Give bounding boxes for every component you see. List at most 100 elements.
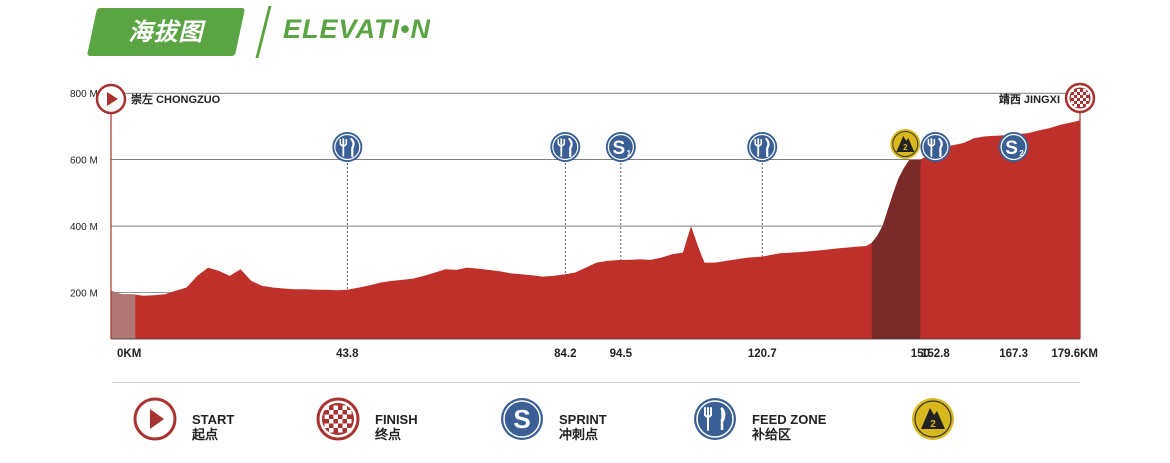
legend-sprint-en: SPRINT [559, 412, 607, 427]
x-tick-label: 150 [911, 348, 930, 360]
mountain-shape [896, 136, 915, 152]
icon-ring [334, 133, 361, 161]
legend-start: START 起点 [132, 396, 272, 446]
sprint-icon: S [501, 398, 543, 440]
x-tick-label: 0KM [117, 348, 141, 360]
feed-zone-icon [332, 132, 363, 162]
legend-finish: FINISH 终点 [315, 396, 455, 446]
finish-location-label: 靖西 JINGXI [999, 92, 1060, 106]
finish-icon [316, 397, 360, 441]
checker-square [1071, 89, 1074, 92]
x-tick-label: 152.8 [921, 348, 950, 360]
legend-finish-cn: 终点 [375, 428, 402, 443]
sprint-letter: S [613, 138, 626, 159]
checker-square [1086, 98, 1089, 101]
legend: START 起点 FINISH 终点 S SPRINT 冲刺点 [0, 390, 1170, 463]
legend-feed: FEED ZONE 补给区 [692, 396, 862, 446]
title-en: ELEVATI•N [283, 14, 431, 44]
checker-square [333, 405, 338, 410]
climb-shade [871, 120, 921, 339]
elevation-profile-area [111, 120, 1080, 340]
legend-sprint-cn: 冲刺点 [559, 428, 599, 443]
checker-square [333, 423, 338, 428]
checker-square [338, 428, 343, 433]
axis-layer: 800 M 600 M 400 M 200 M 0KM 43.8 84.2 94.5 120.7… [70, 89, 1098, 360]
x-tick-label: 179.6KM [1051, 348, 1098, 360]
legend-feed-cn: 补给区 [752, 428, 792, 443]
title-cn: 海拔图 [128, 18, 204, 46]
checker-square [1074, 98, 1077, 101]
checker-square [1077, 89, 1080, 92]
legend-divider [112, 382, 1080, 383]
feed-zone-icon [747, 132, 778, 162]
y-tick-label: 400 M [70, 222, 98, 233]
knife-shape [765, 137, 770, 158]
checker-square [1077, 101, 1080, 104]
kom-category-label: 2 [930, 419, 936, 430]
feed-zone-icon [694, 398, 736, 440]
checker-square [342, 405, 347, 410]
x-tick-label: 120.7 [748, 348, 777, 360]
checker-square [1071, 101, 1074, 104]
checker-square [1077, 95, 1080, 98]
icon-ring [749, 133, 776, 161]
sprint-number: 1 [627, 149, 632, 158]
legend-finish-en: FINISH [375, 412, 418, 427]
svg-text:S: S [513, 404, 530, 434]
kom-icon: 2 [912, 398, 954, 440]
y-tick-label: 800 M [70, 89, 98, 100]
feed-zone-marker [550, 132, 581, 275]
feed-zone-marker [747, 132, 778, 257]
sprint-icon [605, 132, 636, 162]
checker-square [342, 414, 347, 419]
fork-tines [927, 139, 936, 147]
checker-square [347, 428, 352, 433]
x-tick-label: 167.3 [999, 348, 1028, 360]
checker-square [347, 410, 352, 415]
checker-square [1080, 104, 1083, 107]
x-tick-label: 84.2 [554, 348, 576, 360]
checker-square [329, 428, 334, 433]
start-location-label: 崇左 CHONGZUO [131, 92, 221, 106]
legend-feed-en: FEED ZONE [752, 412, 827, 427]
checker-square [1083, 89, 1086, 92]
x-tick-label: 43.8 [336, 348, 359, 360]
checker-square [1074, 92, 1077, 95]
finish-icon [1064, 82, 1096, 114]
checker-square [324, 405, 329, 410]
icon-ring [552, 133, 579, 161]
checker-square [329, 419, 334, 424]
knife-shape [938, 137, 943, 158]
checker-square [333, 414, 338, 419]
start-icon [95, 83, 127, 115]
fork-tines [339, 139, 348, 147]
sprint-number: 2 [1019, 149, 1024, 158]
sprint-letter: S [1005, 138, 1018, 159]
checker-square [338, 419, 343, 424]
checker-square [1071, 95, 1074, 98]
checker-square [347, 419, 352, 424]
icon-ring [922, 133, 949, 161]
feed-zone-marker [920, 132, 951, 163]
checker-square [1083, 101, 1086, 104]
sprint-icon [998, 132, 1029, 162]
start-icon [133, 397, 177, 441]
checker-square [1080, 92, 1083, 95]
feed-zone-icon [920, 132, 951, 162]
legend-start-cn: 起点 [192, 428, 219, 443]
icon-ring [1000, 133, 1027, 161]
feed-zone-marker [332, 132, 363, 290]
y-tick-label: 200 M [70, 289, 98, 300]
icon-ring [892, 131, 919, 157]
checker-square [338, 410, 343, 415]
x-tick-label: 94.5 [610, 348, 633, 360]
checker-square [329, 410, 334, 415]
checker-square [1080, 98, 1083, 101]
fork-tines [754, 139, 762, 147]
fork-tines [557, 139, 566, 147]
legend-start-en: START [192, 412, 235, 427]
checker-square [324, 423, 329, 428]
